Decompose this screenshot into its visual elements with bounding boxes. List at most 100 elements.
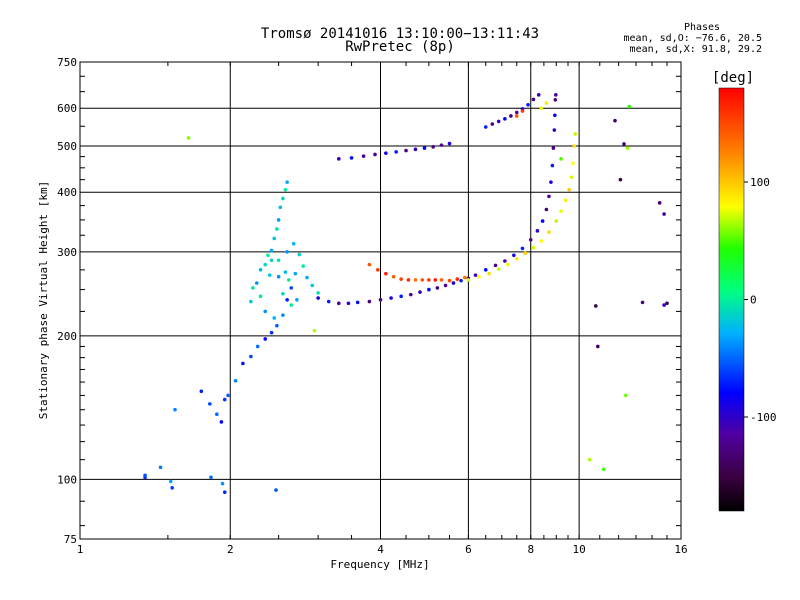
data-point [263, 337, 268, 341]
data-point [346, 301, 351, 306]
data-point [514, 257, 519, 261]
data-point [274, 488, 278, 492]
data-series [249, 180, 320, 320]
data-point [443, 283, 448, 288]
data-point [549, 180, 553, 184]
data-point [466, 278, 471, 282]
x-tick-label: 10 [572, 543, 585, 556]
data-point [283, 187, 288, 192]
data-point [249, 354, 253, 359]
data-point [404, 148, 408, 153]
plot-frame [79, 61, 682, 540]
grid-lines [80, 62, 681, 539]
data-point [539, 106, 544, 111]
data-point [215, 412, 219, 416]
data-point [640, 300, 645, 305]
x-tick-label: 16 [674, 543, 687, 556]
data-point [258, 294, 263, 299]
data-point [625, 146, 630, 150]
data-point [305, 275, 309, 280]
data-point [399, 294, 403, 299]
data-point [483, 268, 488, 272]
data-point [413, 278, 418, 282]
data-series [367, 109, 525, 283]
data-point [285, 297, 289, 302]
data-point [473, 273, 478, 277]
data-point [503, 259, 507, 263]
data-point [285, 180, 289, 184]
data-point [408, 292, 413, 297]
data-point [275, 323, 279, 328]
data-point [293, 271, 298, 276]
y-tick-label: 750 [57, 56, 77, 69]
data-point [433, 278, 438, 282]
data-point [509, 114, 513, 118]
data-point [384, 271, 388, 276]
data-point [539, 239, 544, 243]
y-tick-label: 200 [57, 330, 77, 343]
data-point [249, 299, 253, 304]
x-tick-label: 2 [227, 543, 234, 556]
y-tick-label: 400 [57, 186, 77, 199]
colorbar-tick-label: 0 [750, 294, 757, 307]
y-tick-labels: 75 100 200 300 400 500 600 750 [57, 56, 77, 546]
data-point [503, 117, 507, 121]
data-point [378, 297, 383, 302]
data-point [618, 177, 623, 182]
data-point [349, 156, 354, 160]
data-point [285, 250, 289, 254]
data-point [263, 309, 268, 314]
data-point [283, 270, 288, 274]
data-point [337, 301, 341, 306]
data-point [186, 136, 191, 140]
data-point [258, 268, 263, 272]
data-point [219, 420, 224, 424]
data-point [281, 313, 285, 317]
data-point [241, 361, 245, 366]
data-point [563, 198, 568, 202]
phase-stats-o: mean, sd,O: −76.6, 20.5 [623, 33, 762, 44]
x-tick-label: 1 [77, 543, 84, 556]
data-point [158, 465, 163, 470]
data-point [367, 262, 372, 267]
data-point [662, 212, 666, 216]
data-point [316, 296, 320, 300]
y-tick-label: 600 [57, 102, 77, 115]
data-series [186, 104, 632, 472]
data-point [569, 175, 574, 180]
data-point [493, 263, 498, 268]
colorbar-ticks: 100 0 -100 [744, 176, 777, 424]
y-tick-label: 100 [57, 473, 77, 486]
data-point [536, 93, 541, 97]
data-point [623, 393, 628, 398]
data-point [422, 146, 427, 150]
data-point [439, 278, 444, 282]
data-point [173, 407, 177, 412]
data-point [559, 209, 563, 213]
data-point [520, 109, 525, 113]
data-point [455, 277, 460, 281]
data-point [490, 122, 495, 126]
data-point [373, 152, 377, 157]
data-point [209, 475, 213, 480]
data-point [199, 389, 204, 394]
data-point [267, 273, 272, 277]
data-point [627, 104, 632, 109]
data-point [389, 296, 393, 300]
data-point [427, 287, 431, 292]
data-point [316, 291, 320, 295]
data-point [657, 201, 662, 205]
data-point [384, 151, 388, 155]
data-point [269, 258, 274, 263]
phase-stats: Phases mean, sd,O: −76.6, 20.5 mean, sd,… [562, 22, 762, 55]
data-series [173, 286, 294, 424]
data-point [355, 300, 360, 305]
data-point [413, 147, 418, 152]
data-point [462, 275, 467, 280]
data-point [431, 145, 435, 149]
data-point [459, 278, 463, 283]
data-point [496, 267, 501, 271]
data-point [550, 163, 555, 168]
data-point [208, 402, 212, 406]
data-point [483, 125, 488, 129]
